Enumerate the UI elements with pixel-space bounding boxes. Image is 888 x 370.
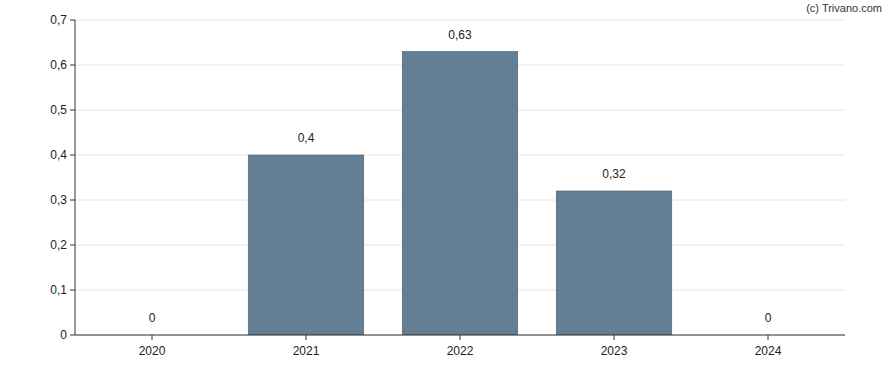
y-tick: [70, 110, 75, 111]
y-tick-label: 0,5: [50, 103, 67, 117]
data-label: 0: [765, 311, 772, 325]
y-tick: [70, 335, 75, 336]
x-tick: [614, 335, 615, 340]
x-tick: [460, 335, 461, 340]
bar: [402, 52, 518, 336]
y-tick: [70, 290, 75, 291]
y-tick-label: 0,1: [50, 283, 67, 297]
y-tick-label: 0: [60, 328, 67, 342]
data-label: 0,63: [448, 28, 472, 42]
x-tick-label: 2023: [601, 344, 628, 358]
y-tick-label: 0,6: [50, 58, 67, 72]
x-tick-label: 2024: [755, 344, 782, 358]
y-tick: [70, 155, 75, 156]
chart-svg: 0 0,1 0,2 0,3 0,4 0,5 0,6 0,7 0 0,4 0,63 0,32 0 2020 2…: [0, 0, 888, 370]
y-axis: [75, 20, 76, 335]
y-tick: [70, 200, 75, 201]
y-tick: [70, 245, 75, 246]
x-tick: [306, 335, 307, 340]
x-tick: [768, 335, 769, 340]
data-label: 0,32: [602, 167, 626, 181]
bar: [248, 155, 364, 335]
y-tick: [70, 20, 75, 21]
bar: [556, 191, 672, 335]
data-label: 0,4: [298, 131, 315, 145]
x-tick-label: 2020: [139, 344, 166, 358]
y-tick-label: 0,3: [50, 193, 67, 207]
x-tick: [152, 335, 153, 340]
y-tick: [70, 65, 75, 66]
bars: [248, 52, 672, 336]
y-tick-label: 0,7: [50, 13, 67, 27]
y-tick-label: 0,4: [50, 148, 67, 162]
data-label: 0: [149, 311, 156, 325]
chart-container: 0 0,1 0,2 0,3 0,4 0,5 0,6 0,7 0 0,4 0,63 0,32 0 2020 2…: [0, 0, 888, 370]
x-tick-label: 2022: [447, 344, 474, 358]
x-tick-label: 2021: [293, 344, 320, 358]
y-tick-label: 0,2: [50, 238, 67, 252]
grid-line: [75, 20, 845, 21]
annotation: (c) Trivano.com: [806, 2, 882, 14]
